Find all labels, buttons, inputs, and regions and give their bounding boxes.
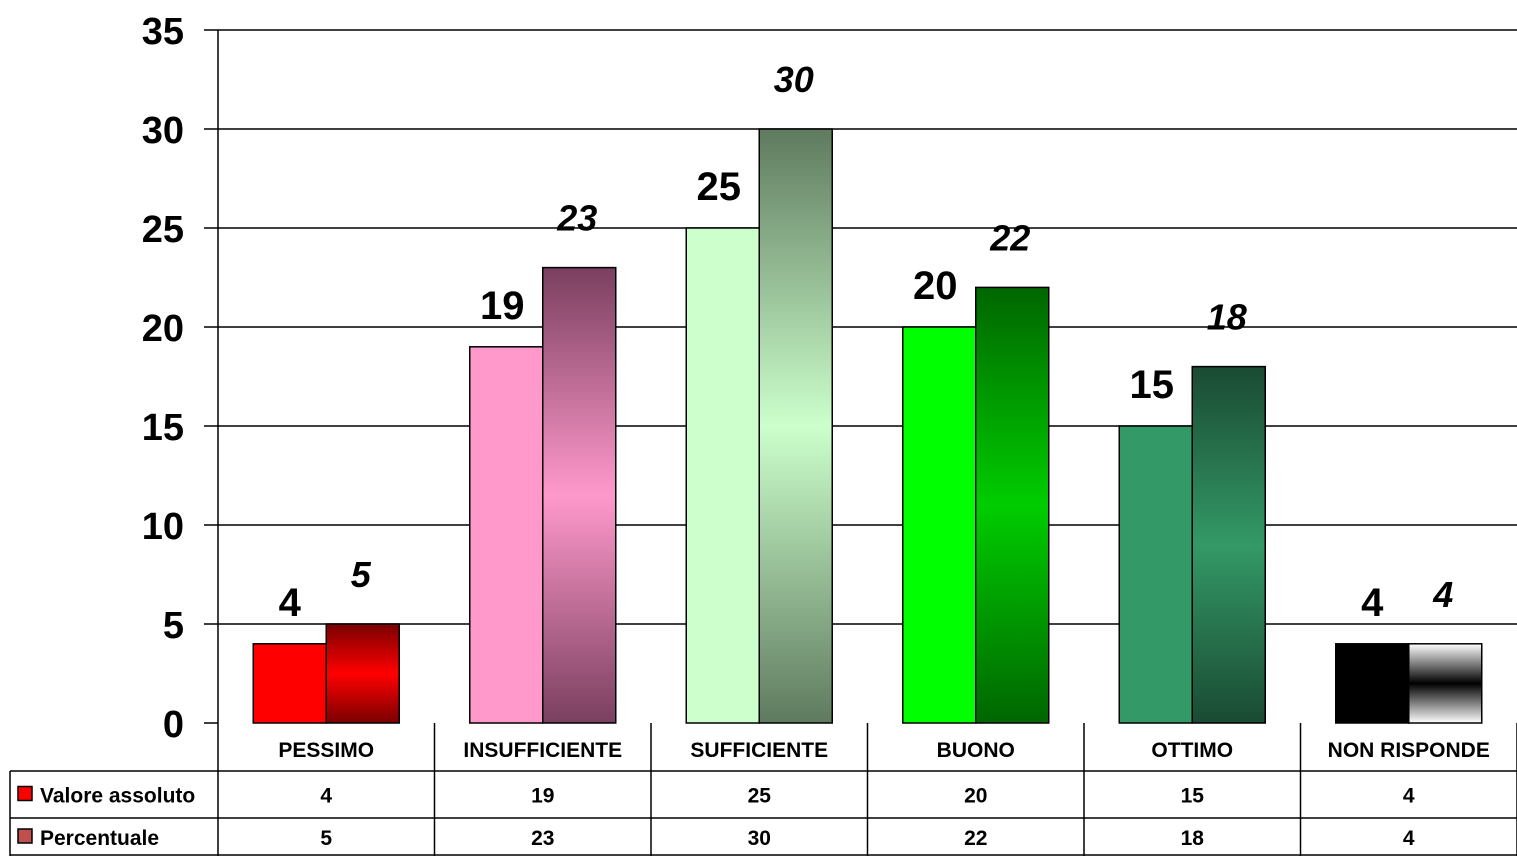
y-tick-label: 5	[163, 605, 184, 647]
bar-valore-assoluto	[469, 346, 544, 724]
data-label-percentuale: 18	[1207, 297, 1247, 338]
category-label: NON RISPONDE	[1328, 739, 1490, 762]
table-cell: 18	[1181, 827, 1205, 850]
table-cell: 25	[748, 785, 772, 808]
data-label-valore-assoluto: 4	[279, 581, 302, 625]
data-table: PESSIMO INSUFFICIENTE SUFFICIENTE BUONO OTTI…	[9, 723, 1517, 856]
data-label-percentuale: 5	[351, 554, 372, 595]
bar-percentuale	[975, 286, 1050, 724]
data-label-valore-assoluto: 25	[697, 165, 742, 209]
table-cell: 30	[748, 827, 771, 850]
bar-valore-assoluto	[1118, 425, 1193, 724]
legend-key	[17, 828, 33, 844]
y-tick-label: 15	[142, 407, 184, 449]
data-label-percentuale: 23	[556, 198, 597, 239]
data-label-valore-assoluto: 20	[913, 264, 958, 308]
y-tick-label: 30	[142, 110, 184, 152]
category-label: BUONO	[937, 739, 1015, 762]
y-tick-label: 20	[142, 308, 184, 350]
y-tick-label: 10	[142, 506, 184, 548]
table-cell: 20	[964, 785, 987, 808]
table-cell: 4	[1403, 785, 1415, 808]
data-label-valore-assoluto: 4	[1361, 581, 1384, 625]
table-cell: 23	[531, 827, 554, 850]
category-label: OTTIMO	[1151, 739, 1233, 762]
bar-percentuale	[758, 128, 833, 724]
bar-valore-assoluto	[902, 326, 977, 724]
table-cell: 4	[320, 785, 332, 808]
data-labels: 4 5 19 23 25 30 20 22 15 18 4 4	[279, 59, 1454, 625]
bar-valore-assoluto	[1335, 643, 1410, 724]
legend-label: Percentuale	[40, 827, 159, 850]
y-tick-label: 0	[163, 704, 184, 746]
category-label: INSUFFICIENTE	[463, 739, 622, 762]
table-cell: 4	[1403, 827, 1415, 850]
y-tick-label: 25	[142, 209, 184, 251]
data-label-percentuale: 22	[989, 217, 1030, 258]
bar-percentuale	[1191, 365, 1266, 724]
category-label: SUFFICIENTE	[690, 739, 828, 762]
bar-percentuale	[1408, 643, 1483, 724]
y-axis-ticks: 0 5 10 15 20 25 30 35	[142, 11, 184, 746]
category-label: PESSIMO	[278, 739, 374, 762]
data-label-valore-assoluto: 15	[1130, 363, 1175, 407]
legend-key	[17, 785, 33, 802]
bar-percentuale	[325, 623, 400, 724]
bars	[252, 128, 1483, 724]
data-label-valore-assoluto: 19	[480, 284, 525, 328]
table-cell: 15	[1181, 785, 1205, 808]
data-label-percentuale: 30	[774, 59, 814, 100]
table-cell: 22	[964, 827, 987, 850]
bar-valore-assoluto	[685, 227, 760, 724]
bar-valore-assoluto	[252, 643, 327, 724]
table-cell: 5	[320, 827, 332, 850]
table-cell: 19	[531, 785, 554, 808]
data-label-percentuale: 4	[1432, 574, 1453, 615]
bar-percentuale	[542, 266, 617, 724]
legend-label: Valore assoluto	[40, 785, 195, 808]
gridlines	[204, 29, 1517, 724]
y-tick-label: 35	[142, 11, 184, 53]
